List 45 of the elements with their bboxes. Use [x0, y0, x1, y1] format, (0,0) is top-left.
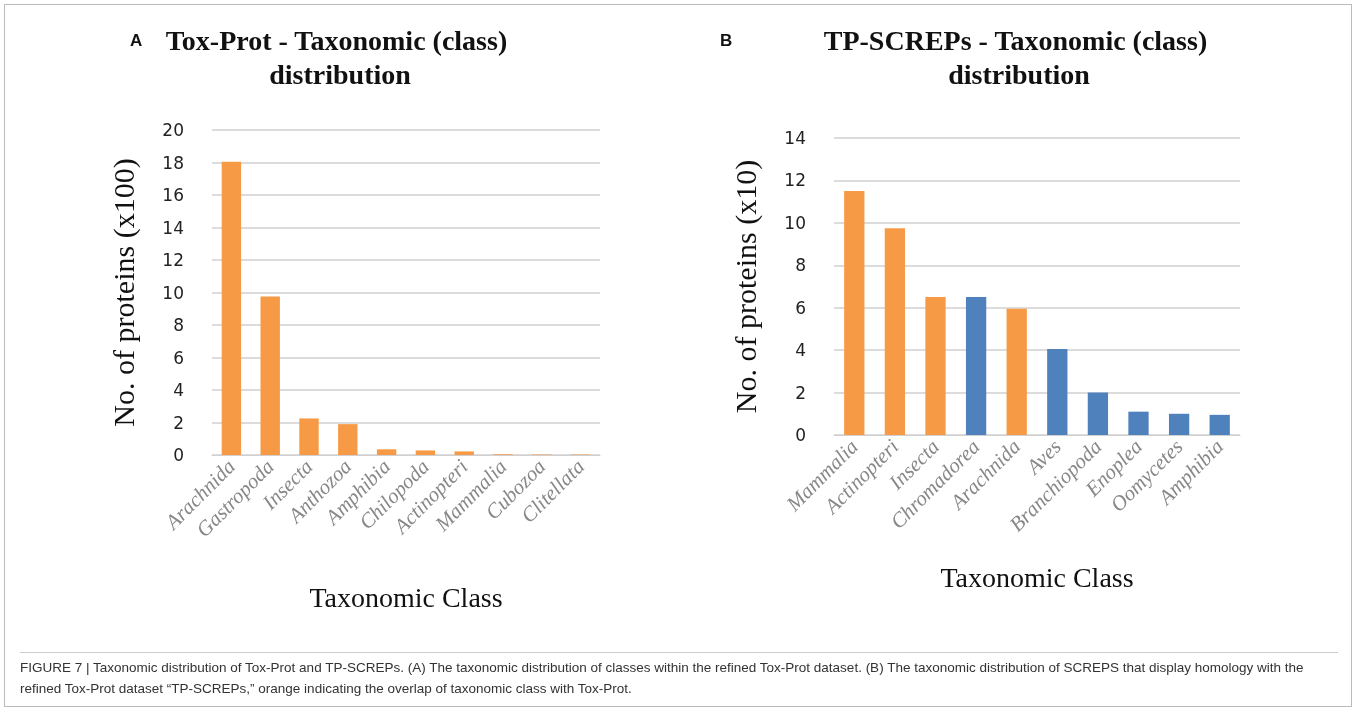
y-tick-label: 16	[162, 185, 184, 205]
x-axis-title: Taxonomic Class	[309, 581, 503, 613]
y-tick-label: 14	[784, 128, 806, 148]
y-tick-label: 8	[795, 255, 806, 276]
bar	[884, 228, 906, 435]
y-tick-label: 10	[162, 282, 184, 303]
y-tick-label: 2	[173, 412, 184, 433]
y-tick-label: 0	[173, 445, 184, 465]
bar	[1128, 411, 1149, 435]
bar	[1087, 392, 1109, 435]
text: B	[720, 31, 733, 50]
y-tick-label: 10	[784, 212, 806, 233]
bar	[260, 296, 280, 455]
bar	[221, 161, 242, 455]
y-axis-title: No. of proteins (x100)	[106, 158, 141, 427]
bar	[376, 449, 397, 455]
y-tick-label: 4	[173, 380, 184, 400]
y-tick-label: 4	[795, 340, 806, 361]
y-tick-label: 18	[162, 152, 184, 173]
y-tick-label: 12	[162, 250, 184, 270]
y-tick-label: 20	[162, 120, 184, 140]
bar	[1047, 349, 1068, 435]
y-tick-label: 6	[795, 297, 806, 318]
y-axis-title: No. of proteins (x10)	[728, 159, 763, 414]
caption: FIGURE 7 | Taxonomic distribution of Tox-Prot and TP-SCREPs. (A) The taxonomic distribution of classes within the refined Tox-Prot dataset. (B) The taxonomic distribution of SCREPS that display homology with the refined Tox-Prot dataset “TP-SCREPs,” orange indicating the overlap of taxonomic class with Tox-Prot.	[20, 652, 1338, 699]
bar	[1209, 414, 1230, 435]
chart-title: Tox-Prot - Taxonomic (class) distribution	[165, 24, 515, 90]
chart-title: TP-SCREPs - Taxonomic (class) distribution	[823, 24, 1215, 90]
y-tick-label: 6	[173, 347, 184, 368]
bar	[1006, 308, 1027, 435]
x-axis-title: Taxonomic Class	[940, 561, 1134, 593]
bar	[415, 450, 436, 455]
bar	[299, 418, 319, 455]
y-tick-label: 12	[784, 170, 806, 191]
bar	[965, 297, 987, 435]
y-tick-label: 2	[795, 382, 806, 403]
bar	[1168, 413, 1190, 435]
bar	[844, 191, 865, 435]
y-tick-label: 14	[162, 217, 184, 238]
bar	[338, 424, 358, 455]
bar	[454, 451, 474, 455]
bar	[925, 297, 946, 435]
text: A	[130, 31, 143, 50]
y-tick-label: 0	[795, 425, 806, 445]
y-tick-label: 8	[173, 315, 184, 335]
